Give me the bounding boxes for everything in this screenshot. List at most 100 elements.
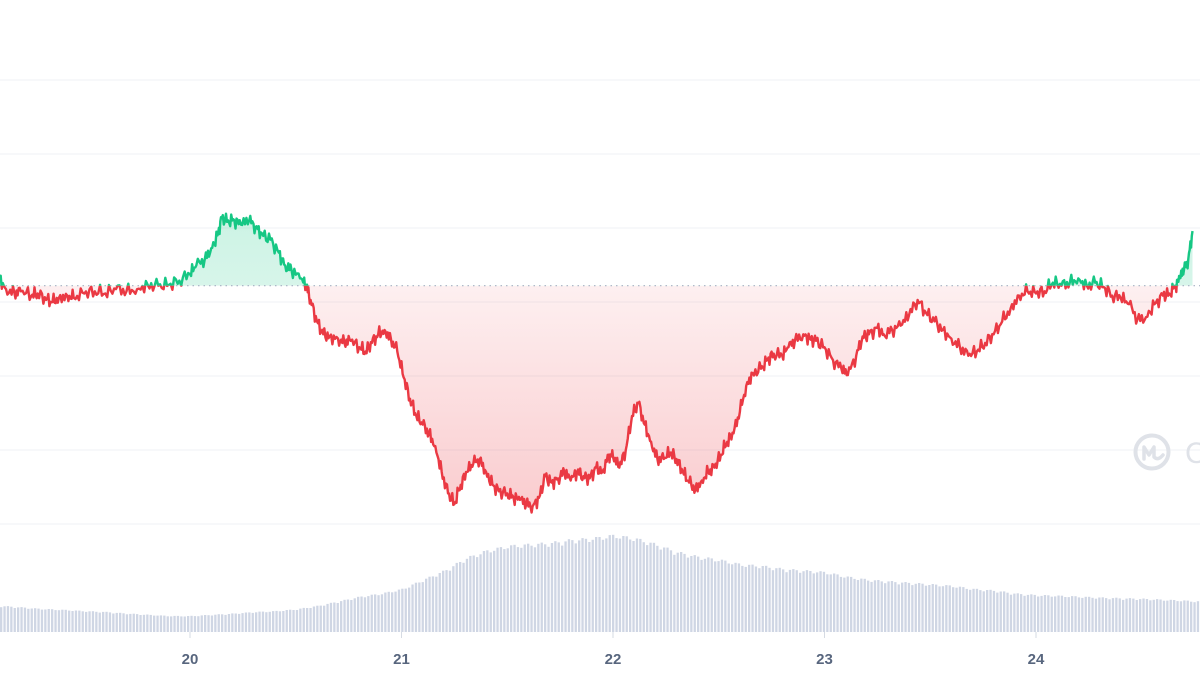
volume-bar xyxy=(537,543,540,632)
volume-bar xyxy=(516,547,520,632)
volume-bar xyxy=(880,581,883,632)
volume-bar xyxy=(557,542,560,632)
volume-bar xyxy=(584,538,588,632)
volume-bar xyxy=(244,612,248,632)
volume-bar xyxy=(54,610,57,632)
volume-bar xyxy=(683,553,686,632)
volume-bar xyxy=(455,562,458,632)
volume-bar xyxy=(975,588,979,632)
volume-bar xyxy=(197,616,200,632)
volume-bar xyxy=(91,611,95,632)
volume-bar xyxy=(1003,591,1006,632)
volume-bar xyxy=(1094,598,1098,632)
volume-bar xyxy=(778,567,781,632)
volume-bar xyxy=(1013,593,1016,632)
volume-bar xyxy=(459,562,462,632)
volume-bar xyxy=(955,587,958,632)
volume-bar xyxy=(210,615,214,632)
coinmarketcap-logo-icon xyxy=(1133,433,1171,471)
volume-bar xyxy=(1139,599,1142,632)
volume-bar xyxy=(268,611,271,632)
volume-bar xyxy=(326,603,329,632)
volume-bar xyxy=(74,610,78,632)
volume-bar xyxy=(472,555,475,632)
volume-bar xyxy=(503,549,506,632)
volume-bar xyxy=(105,611,108,632)
volume-bar xyxy=(482,551,486,632)
volume-bar xyxy=(765,565,768,632)
volume-bar xyxy=(1149,600,1152,632)
price-line-down xyxy=(0,285,1178,514)
volume-bar xyxy=(278,611,282,632)
volume-bar xyxy=(353,598,356,632)
volume-bar xyxy=(1156,599,1159,632)
volume-bar xyxy=(792,569,795,632)
volume-bar xyxy=(255,612,258,632)
volume-bar xyxy=(493,550,496,632)
volume-bar xyxy=(612,534,615,632)
volume-bar xyxy=(394,591,397,632)
volume-bar xyxy=(564,541,567,632)
volume-bar xyxy=(98,612,101,632)
volume-bar xyxy=(336,603,339,632)
volume-bar xyxy=(200,615,203,632)
volume-bar xyxy=(190,615,193,632)
volume-bar xyxy=(833,573,836,632)
volume-bar xyxy=(125,614,129,632)
volume-bar xyxy=(1193,602,1196,632)
volume-bar xyxy=(1132,598,1135,632)
volume-bar xyxy=(95,611,98,632)
volume-bar xyxy=(608,535,611,632)
volume-bar xyxy=(445,570,448,632)
volume-bar xyxy=(411,584,414,632)
price-line xyxy=(0,212,1194,514)
volume-bar xyxy=(115,612,118,632)
volume-bar xyxy=(1043,595,1047,632)
volume-bar xyxy=(153,615,156,632)
volume-bar xyxy=(663,547,666,632)
volume-bar xyxy=(958,586,962,632)
volume-bar xyxy=(112,613,115,632)
volume-bar xyxy=(775,568,778,632)
volume-bar xyxy=(737,563,741,632)
volume-bar xyxy=(1071,596,1074,632)
volume-bar xyxy=(819,571,822,632)
volume-bar xyxy=(1122,599,1125,632)
volume-bar xyxy=(146,614,149,632)
volume-bar xyxy=(578,540,581,632)
volume-bar xyxy=(1060,595,1064,632)
volume-bar xyxy=(965,588,968,632)
volume-bar xyxy=(1111,598,1115,632)
volume-bar xyxy=(139,615,142,632)
volume-bar xyxy=(996,592,999,632)
volume-bar xyxy=(499,547,503,632)
volume-bar xyxy=(1142,598,1145,632)
volume-bar xyxy=(312,606,316,632)
volume-bar xyxy=(136,614,139,632)
volume-bar xyxy=(520,547,523,632)
volume-bar xyxy=(860,578,863,632)
volume-bar xyxy=(1023,595,1026,632)
volume-bar xyxy=(435,576,438,632)
volume-bar xyxy=(598,537,601,632)
volume-bar xyxy=(897,584,900,632)
volume-bar xyxy=(431,576,435,632)
volume-bar xyxy=(404,588,407,632)
volume-bar xyxy=(452,566,455,632)
volume-bar xyxy=(741,565,744,632)
volume-bar xyxy=(71,611,74,632)
volume-bar xyxy=(816,572,819,632)
volume-bar xyxy=(102,611,105,632)
volume-bar xyxy=(78,610,81,632)
volume-bar xyxy=(448,570,452,632)
volume-bar xyxy=(428,576,431,632)
volume-bar xyxy=(513,544,516,632)
volume-bar xyxy=(1091,597,1094,632)
area-above-baseline xyxy=(0,213,1193,286)
volume-bar xyxy=(1077,597,1081,632)
volume-bar xyxy=(180,616,183,632)
volume-bar xyxy=(523,544,526,632)
volume-bar xyxy=(10,606,13,632)
volume-bar xyxy=(850,576,853,632)
